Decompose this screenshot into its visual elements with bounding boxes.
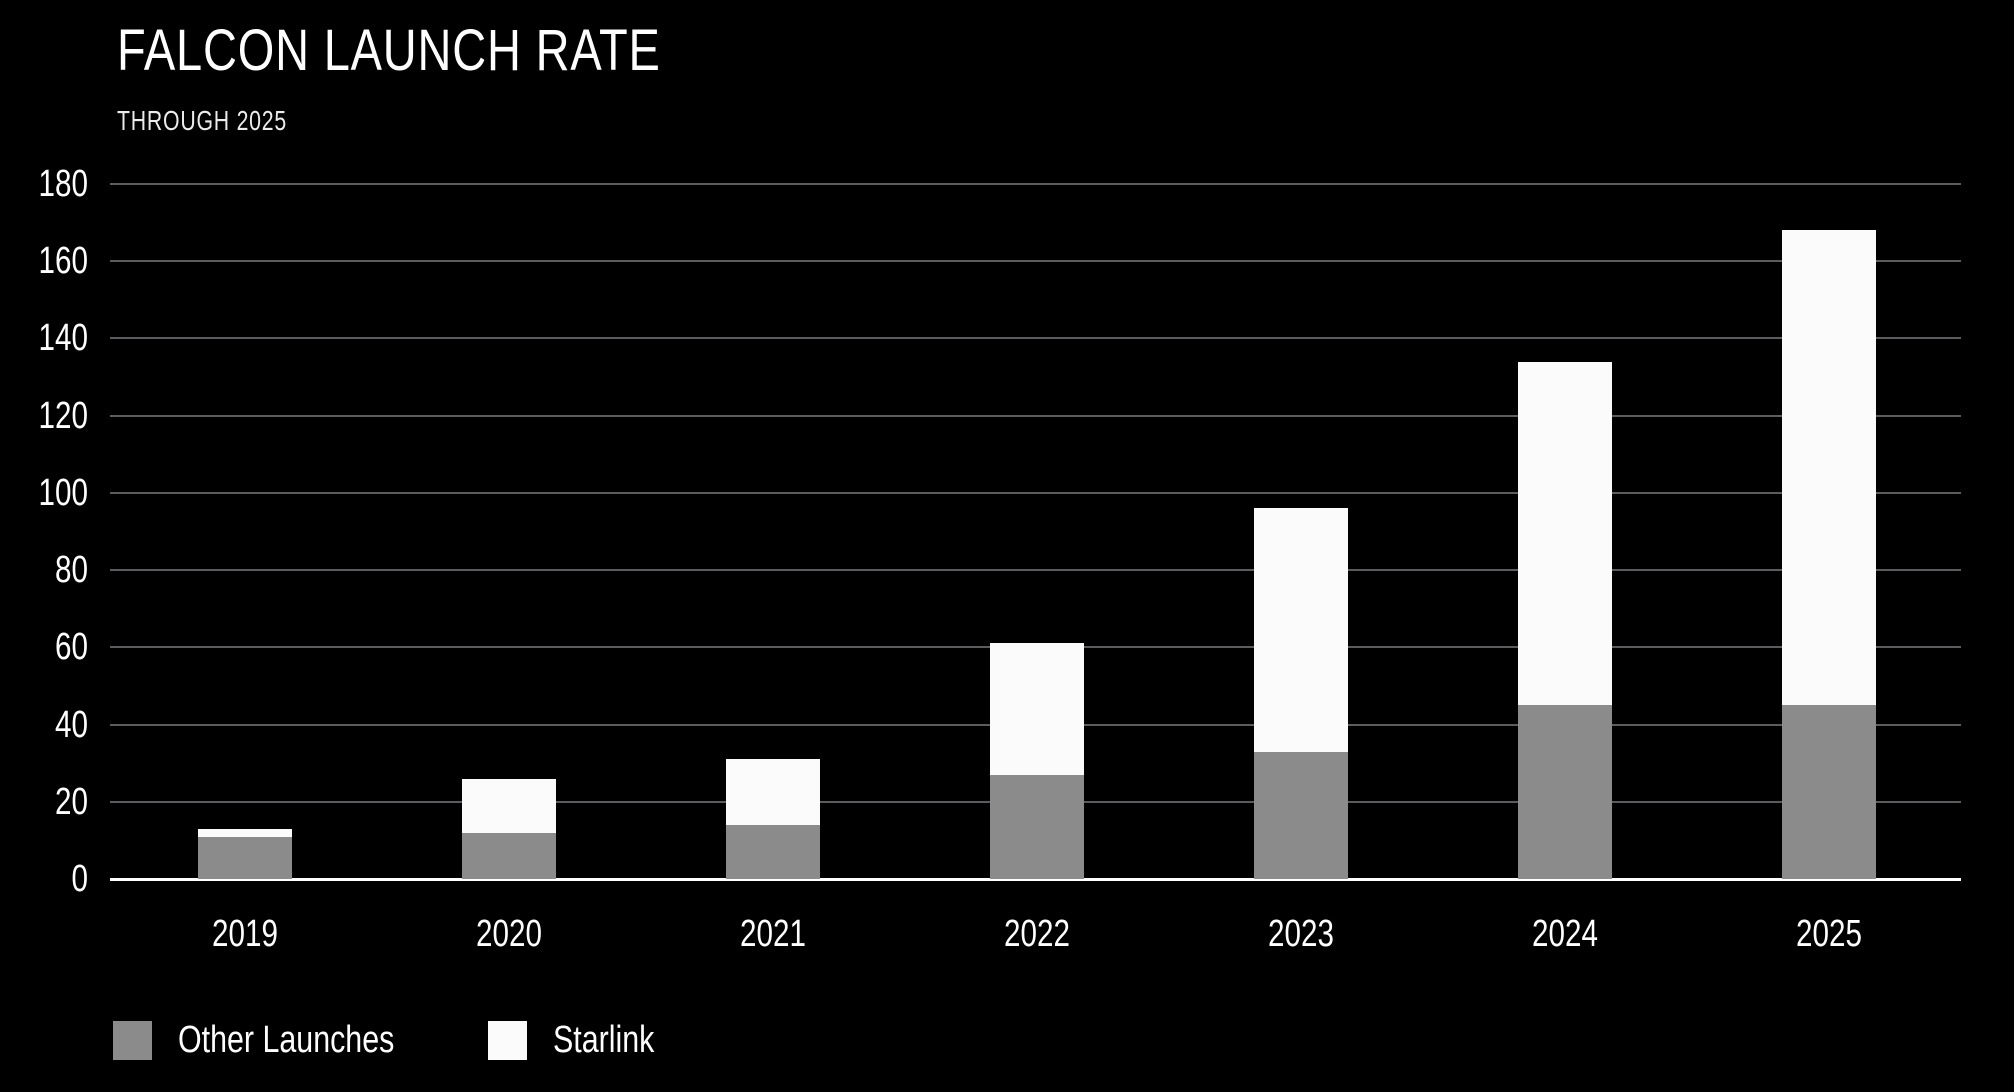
gridline-80 <box>110 569 1961 572</box>
bar-2021-starlink <box>726 759 820 825</box>
bar-2021-other-launches <box>726 824 820 879</box>
y-axis-label-0: 0 <box>71 858 88 900</box>
x-axis-label-2023: 2023 <box>1268 913 1334 955</box>
gridline-180 <box>110 183 1961 185</box>
y-axis-label-100: 100 <box>38 471 88 514</box>
x-axis-label-2024: 2024 <box>1532 913 1598 955</box>
bar-2024-starlink <box>1518 361 1612 706</box>
gridline-120 <box>110 414 1961 417</box>
gridline-100 <box>110 491 1961 494</box>
bar-2023-other-launches <box>1254 751 1348 879</box>
bar-2020-starlink <box>462 778 556 833</box>
gridline-140 <box>110 337 1961 340</box>
y-axis-label-120: 120 <box>38 394 88 437</box>
x-axis-label-2020: 2020 <box>476 913 542 955</box>
x-axis-label-2025: 2025 <box>1796 913 1862 955</box>
gridline-160 <box>110 260 1961 263</box>
y-axis-label-40: 40 <box>55 703 88 746</box>
bar-2024-other-launches <box>1518 705 1612 879</box>
x-axis-baseline <box>110 878 1961 881</box>
y-axis-label-80: 80 <box>55 549 88 592</box>
y-axis-label-140: 140 <box>38 317 88 360</box>
y-axis-label-20: 20 <box>55 780 88 823</box>
bar-2025-other-launches <box>1782 705 1876 879</box>
bar-2019-starlink <box>198 828 292 837</box>
y-axis-label-160: 160 <box>38 240 88 283</box>
y-axis-label-60: 60 <box>55 626 88 669</box>
x-axis-label-2021: 2021 <box>740 913 806 955</box>
chart-title: FALCON LAUNCH RATE <box>117 18 661 83</box>
y-axis-label-180: 180 <box>38 163 88 205</box>
bar-2020-other-launches <box>462 832 556 879</box>
bar-2022-starlink <box>990 643 1084 775</box>
bar-2025-starlink <box>1782 230 1876 706</box>
x-axis-label-2019: 2019 <box>212 913 278 955</box>
bar-2019-other-launches <box>198 836 292 879</box>
x-axis-label-2022: 2022 <box>1004 913 1070 955</box>
bar-2022-other-launches <box>990 774 1084 879</box>
chart-subtitle: THROUGH 2025 <box>117 105 287 136</box>
bar-2023-starlink <box>1254 508 1348 752</box>
